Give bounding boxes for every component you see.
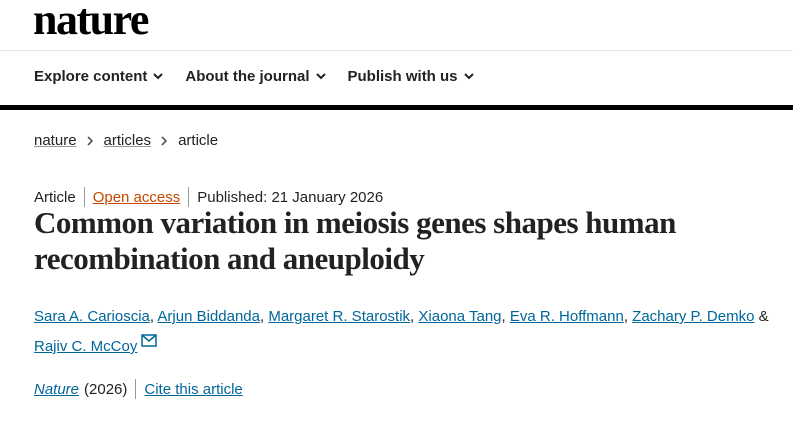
- breadcrumb-item: article: [178, 132, 219, 149]
- divider: [0, 105, 793, 110]
- separator: ,: [149, 308, 155, 325]
- icon: [315, 73, 326, 80]
- logo[interactable]: nature: [33, 0, 149, 44]
- author-link[interactable]: Eva R. Hoffmann: [509, 308, 624, 325]
- icon: [153, 73, 164, 80]
- nav-item[interactable]: Explore content: [34, 68, 164, 85]
- separator: ,: [410, 308, 415, 325]
- icon: [86, 135, 94, 146]
- separator: ,: [259, 308, 265, 325]
- separator: [83, 187, 85, 207]
- separator: ,: [623, 308, 628, 325]
- breadcrumb-item[interactable]: articles: [103, 132, 152, 149]
- separator: &: [758, 308, 769, 325]
- author-link[interactable]: Rajiv C. McCoy: [34, 338, 138, 355]
- breadcrumb: nature articles article: [34, 132, 218, 149]
- divider: [0, 50, 793, 51]
- author-list: Sara A. Carioscia, Arjun Biddanda, Marga…: [34, 302, 784, 362]
- nav-item[interactable]: Publish with us: [348, 68, 474, 85]
- open-access[interactable]: Open access: [92, 188, 181, 206]
- nav-item[interactable]: About the journal: [185, 68, 326, 85]
- author-link[interactable]: Arjun Biddanda: [157, 308, 260, 325]
- icon: [141, 334, 158, 347]
- published-date: Published: 21 January 2026: [197, 188, 384, 206]
- article-type: Article: [34, 188, 76, 206]
- chevron: [315, 73, 326, 80]
- year: (2026): [84, 380, 128, 398]
- nav-label: Publish with us: [347, 68, 458, 85]
- chevron: [463, 73, 474, 80]
- separator: [188, 187, 190, 207]
- chevron: [86, 135, 93, 146]
- chevron: [161, 135, 168, 146]
- author-link[interactable]: Xiaona Tang: [418, 308, 502, 325]
- breadcrumb-item[interactable]: nature: [34, 132, 77, 149]
- nav-label: About the journal: [185, 68, 310, 85]
- separator: [135, 379, 137, 399]
- icon: [463, 73, 474, 80]
- chevron: [153, 73, 164, 80]
- citation: Nature (2026) Cite this article: [34, 379, 243, 399]
- author-link[interactable]: Margaret R. Starostik: [268, 308, 411, 325]
- journal-link[interactable]: Nature: [34, 380, 80, 398]
- author-link[interactable]: Zachary P. Demko: [632, 308, 755, 325]
- article-meta: Article Open access Published: 21 Januar…: [34, 187, 383, 207]
- icon: [161, 135, 168, 146]
- separator: ,: [501, 308, 506, 325]
- email-icon[interactable]: [141, 334, 158, 347]
- cite-link[interactable]: Cite this article: [144, 380, 243, 398]
- article-title: Common variation in meiosis genes shapes…: [34, 205, 676, 276]
- author-link[interactable]: Sara A. Carioscia: [34, 308, 150, 325]
- nav-label: Explore content: [34, 68, 148, 85]
- nav: Explore content About the journal Publish …: [34, 68, 474, 85]
